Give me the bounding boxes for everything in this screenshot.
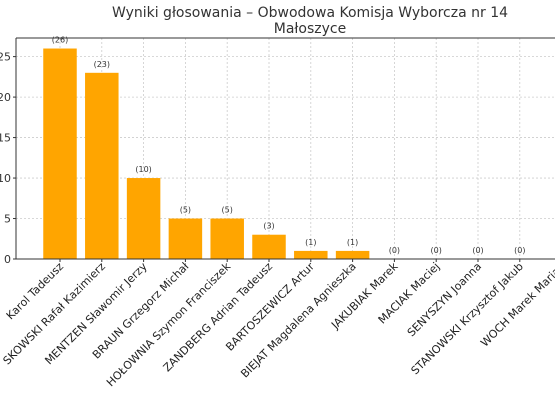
chart-title: Wyniki głosowania – Obwodowa Komisja Wyb… [112,5,508,21]
y-tick-label: 20 [0,91,11,104]
data-label: (0) [389,246,400,255]
axes [13,37,555,262]
bar [335,250,370,259]
chart-subtitle: Małoszyce [274,21,346,37]
data-label: (0) [431,246,442,255]
data-label: (3) [263,222,274,231]
data-label: (26) [52,36,68,45]
bar [126,178,161,259]
data-label: (23) [94,60,110,69]
y-tick-label: 15 [0,132,11,145]
y-tick-label: 10 [0,172,11,185]
y-tick-label: 25 [0,51,11,64]
data-label: (5) [222,206,233,215]
bar [85,72,119,259]
data-label: (1) [347,238,358,247]
data-label: (5) [180,206,191,215]
bar [43,48,77,260]
data-label: (1) [305,238,316,247]
y-tick-label: 0 [4,253,11,266]
bars [43,48,370,260]
bar [168,218,203,259]
data-label: (0) [514,246,525,255]
bar [210,218,244,259]
bar [252,234,286,259]
bar [294,250,328,259]
x-tick-label: SENYSZYN Joanna [405,260,484,339]
y-tick-label: 5 [4,213,11,226]
data-label: (10) [135,165,151,174]
data-label: (0) [472,246,483,255]
